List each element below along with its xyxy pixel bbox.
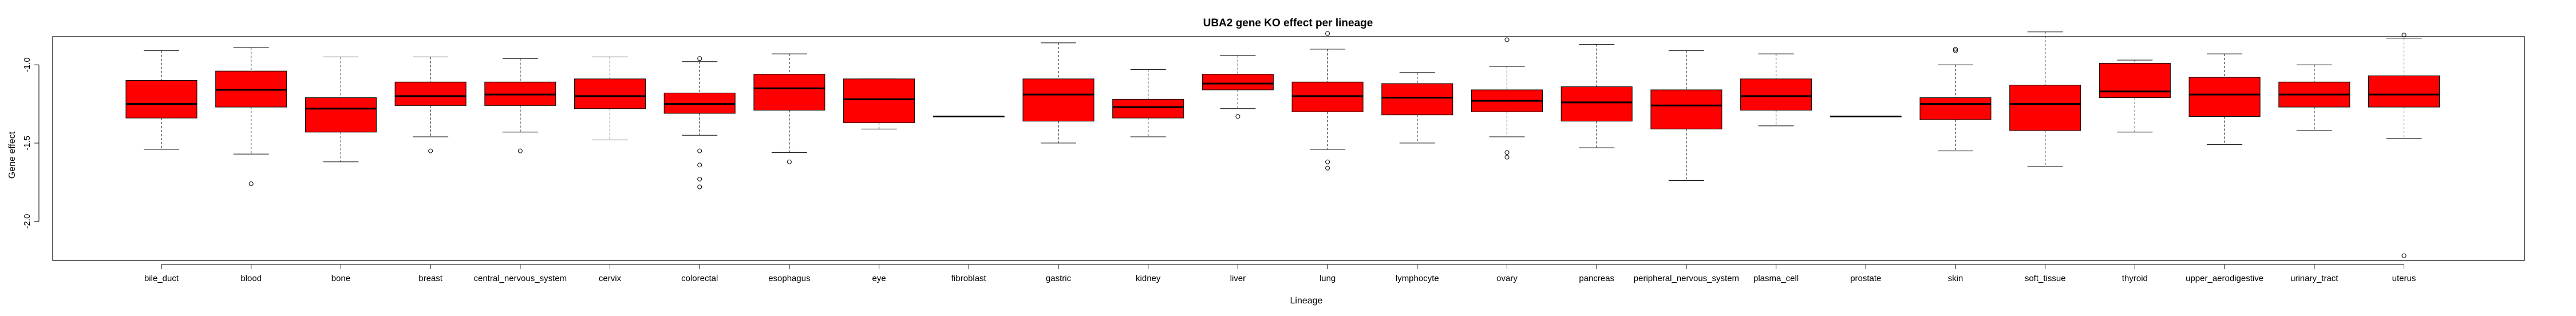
outlier-point <box>787 159 792 164</box>
box-iqr <box>1202 74 1274 90</box>
box-iqr <box>2368 75 2440 108</box>
box-bone <box>305 57 377 163</box>
box-iqr <box>2099 62 2171 98</box>
outlier-point <box>1325 31 1330 36</box>
outlier-point <box>697 184 702 189</box>
box-skin <box>1919 46 1992 152</box>
box-iqr <box>1560 86 1633 122</box>
x-tick-label: central_nervous_system <box>474 274 567 283</box>
outlier-point <box>1235 114 1240 119</box>
box-iqr <box>305 97 377 133</box>
box-bile_duct <box>125 50 197 150</box>
x-tick-label: pancreas <box>1579 274 1614 283</box>
box-blood <box>215 47 287 187</box>
box-liver <box>1202 55 1274 119</box>
y-tick-label: -1.5 <box>22 136 32 151</box>
box-uterus <box>2368 33 2440 258</box>
box-prostate <box>1830 115 1902 117</box>
x-tick-label: urinary_tract <box>2290 274 2338 283</box>
y-axis-label: Gene effect <box>7 131 17 179</box>
x-tick-label: gastric <box>1046 274 1072 283</box>
box-breast <box>394 57 467 153</box>
x-tick-label: peripheral_nervous_system <box>1634 274 1739 283</box>
plot-area: -1.0 -1.5 -2.0 bile_duct blood bone breast cent… <box>22 31 2525 283</box>
y-tick-label: -1.0 <box>22 57 32 72</box>
box-fibroblast <box>933 115 1005 117</box>
box-plasma_cell <box>1740 53 1812 127</box>
x-tick-label: prostate <box>1850 274 1881 283</box>
x-tick-label: soft_tissue <box>2025 274 2066 283</box>
box-gastric <box>1022 42 1095 144</box>
box-iqr <box>394 81 467 106</box>
outlier-point <box>248 181 254 187</box>
outlier-point <box>1504 155 1510 160</box>
outlier-point <box>1325 159 1330 164</box>
x-tick-label: colorectal <box>681 274 718 283</box>
x-tick-label: eye <box>872 274 886 283</box>
outlier-point <box>1504 150 1510 155</box>
outlier-point <box>1953 46 1958 52</box>
x-tick-label: skin <box>1948 274 1963 283</box>
x-tick-label: liver <box>1230 274 1246 283</box>
box-eye <box>843 78 915 129</box>
box-iqr <box>125 80 197 118</box>
chart-title: UBA2 gene KO effect per lineage <box>1203 17 1373 29</box>
x-tick-label: fibroblast <box>951 274 987 283</box>
outlier-point <box>697 148 702 153</box>
y-tick-label: -2.0 <box>22 214 32 229</box>
x-tick-label: esophagus <box>768 274 810 283</box>
x-tick-label: lung <box>1319 274 1336 283</box>
box-esophagus <box>753 53 825 164</box>
x-tick-label: cervix <box>599 274 622 283</box>
box-cervix <box>574 57 646 140</box>
outlier-point <box>1325 165 1330 171</box>
box-kidney <box>1112 69 1184 137</box>
x-tick-label: bone <box>331 274 350 283</box>
box-iqr <box>1650 89 1722 129</box>
box-central_nervous_system <box>484 58 556 153</box>
plot-frame <box>52 36 2525 261</box>
box-soft_tissue <box>2009 31 2081 167</box>
x-axis-label: Lineage <box>1290 296 1323 306</box>
box-urinary_tract <box>2278 64 2350 131</box>
x-tick-label: uterus <box>2392 274 2416 283</box>
outlier-point <box>697 56 702 61</box>
box-iqr <box>1919 97 1992 120</box>
x-tick-label: breast <box>418 274 443 283</box>
box-lung <box>1291 31 1364 171</box>
box-iqr <box>1381 83 1453 116</box>
box-iqr <box>843 78 915 123</box>
box-iqr <box>574 78 646 109</box>
box-iqr <box>1022 78 1095 122</box>
outlier-point <box>2401 33 2407 38</box>
box-ovary <box>1471 37 1543 160</box>
x-tick-label: thyroid <box>2122 274 2148 283</box>
box-upper_aerodigestive <box>2188 53 2261 145</box>
outlier-point <box>697 176 702 181</box>
box-peripheral_nervous_system <box>1650 50 1722 181</box>
outlier-point <box>2401 253 2407 258</box>
outlier-point <box>1953 48 1958 53</box>
box-colorectal <box>663 56 736 189</box>
x-tick-label: plasma_cell <box>1753 274 1799 283</box>
box-lymphocyte <box>1381 72 1453 144</box>
box-iqr <box>1112 98 1184 118</box>
box-iqr <box>753 74 825 111</box>
box-iqr <box>1740 78 1812 111</box>
outlier-point <box>428 148 433 153</box>
outlier-point <box>697 163 702 168</box>
x-tick-label: blood <box>240 274 262 283</box>
x-tick-label: bile_duct <box>144 274 179 283</box>
box-iqr <box>2188 77 2261 117</box>
box-thyroid <box>2099 60 2171 133</box>
x-tick-label: upper_aerodigestive <box>2186 274 2263 283</box>
outlier-point <box>517 148 523 153</box>
outlier-point <box>1504 37 1510 42</box>
box-iqr <box>2009 85 2081 131</box>
x-tick-label: kidney <box>1136 274 1161 283</box>
x-tick-label: ovary <box>1496 274 1518 283</box>
x-tick-label: lymphocyte <box>1396 274 1439 283</box>
box-pancreas <box>1560 44 1633 148</box>
